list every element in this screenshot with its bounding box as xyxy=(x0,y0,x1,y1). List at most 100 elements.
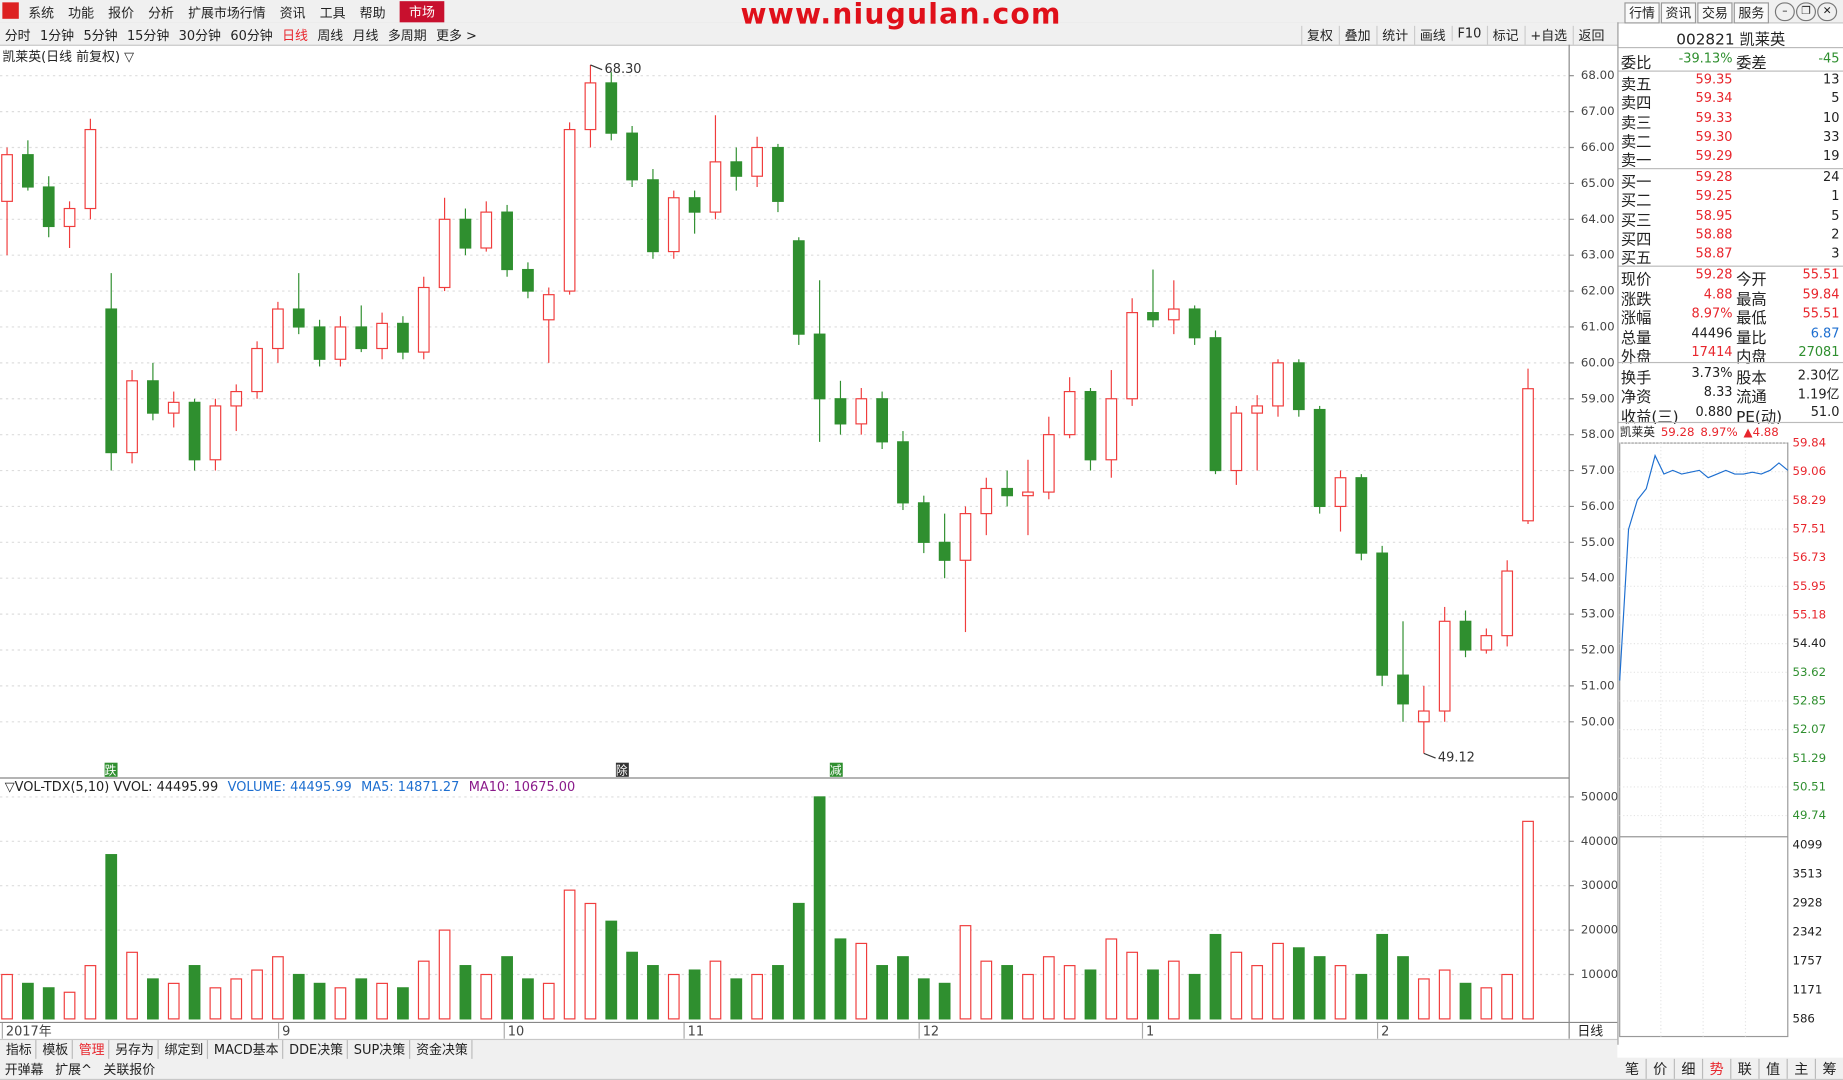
period-tab[interactable]: 周线 xyxy=(317,28,344,44)
volume-bar xyxy=(897,956,909,1020)
mini-header: 凯莱英 xyxy=(1620,425,1656,439)
candle-body xyxy=(897,441,909,504)
quote-value: 59.35 xyxy=(1695,71,1733,87)
candle-body xyxy=(1438,620,1451,712)
window-button[interactable]: 资讯 xyxy=(1660,2,1697,24)
tool-button[interactable]: 复权 xyxy=(1301,25,1333,45)
mini-price-label: 56.73 xyxy=(1792,550,1826,564)
tool-button[interactable]: 返回 xyxy=(1572,25,1604,45)
quote-value: 59.29 xyxy=(1695,148,1733,164)
bottom-tab[interactable]: 另存为 xyxy=(112,1040,159,1059)
menu-item[interactable]: 分析 xyxy=(148,5,174,22)
bottom-tab[interactable]: 指标 xyxy=(2,1040,37,1059)
volume-bar xyxy=(1355,973,1368,1020)
period-tab[interactable]: 60分钟 xyxy=(230,28,273,44)
menu-item[interactable]: 帮助 xyxy=(359,5,386,22)
mini-tab[interactable]: 值 xyxy=(1760,1058,1788,1079)
separator xyxy=(1618,265,1843,267)
period-tab[interactable]: 15分钟 xyxy=(126,28,170,44)
menu-item[interactable]: 工具 xyxy=(319,5,346,22)
candle-body xyxy=(438,218,451,289)
mini-tab[interactable]: 联 xyxy=(1731,1058,1760,1079)
candle-body xyxy=(22,154,34,188)
period-tab[interactable]: 日线 xyxy=(282,28,308,44)
menu-item[interactable]: 系统 xyxy=(28,5,55,22)
period-tab[interactable]: 30分钟 xyxy=(178,28,221,44)
mini-price-label: 52.07 xyxy=(1792,722,1826,736)
volume-bar xyxy=(63,991,76,1020)
bottom-tab[interactable]: 资金决策 xyxy=(413,1040,473,1059)
mini-tab[interactable]: 细 xyxy=(1675,1058,1704,1079)
quote-value: 5 xyxy=(1831,90,1840,107)
status-item[interactable]: 扩展^ xyxy=(55,1062,92,1078)
candle-body xyxy=(397,322,409,353)
bottom-tab[interactable]: 模板 xyxy=(39,1040,73,1059)
mini-tab[interactable]: 价 xyxy=(1647,1058,1675,1079)
menu-item[interactable]: 扩展市场行情 xyxy=(188,5,266,22)
quote-label: 流通 xyxy=(1736,388,1767,407)
separator xyxy=(1618,421,1843,424)
volume-bar xyxy=(1292,947,1305,1020)
menu-item[interactable]: 报价 xyxy=(108,5,134,22)
period-tab[interactable]: 月线 xyxy=(352,28,379,44)
window-control[interactable]: ✕ xyxy=(1817,2,1838,22)
quote-value: 59.84 xyxy=(1802,286,1840,302)
quote-value: 58.95 xyxy=(1695,207,1733,223)
status-item[interactable]: 开弹幕 xyxy=(4,1062,44,1078)
period-tab[interactable]: 分时 xyxy=(4,28,31,44)
status-item[interactable]: 关联报价 xyxy=(103,1062,156,1078)
quote-label: 今开 xyxy=(1736,271,1767,290)
menu-item[interactable]: 功能 xyxy=(68,5,95,22)
candle-body xyxy=(1,154,13,202)
y-tick-label: 10000 xyxy=(1581,967,1617,981)
mini-tab[interactable]: 势 xyxy=(1703,1058,1732,1079)
y-tick-label: 63.00 xyxy=(1581,248,1615,262)
window-button[interactable]: 行情 xyxy=(1624,2,1660,24)
bottom-tab[interactable]: MACD基本 xyxy=(210,1040,284,1059)
tool-button[interactable]: 画线 xyxy=(1414,25,1446,45)
mini-tab[interactable]: 主 xyxy=(1788,1058,1816,1079)
quote-value: 27081 xyxy=(1798,344,1840,360)
candle-body xyxy=(1292,362,1305,411)
mini-tab[interactable]: 筹 xyxy=(1816,1059,1843,1079)
period-tab[interactable]: 5分钟 xyxy=(83,28,118,44)
volume-bar xyxy=(147,978,159,1020)
tool-button[interactable]: 叠加 xyxy=(1338,25,1371,45)
bottom-tab[interactable]: 绑定到 xyxy=(161,1040,209,1059)
candle-body xyxy=(730,161,743,177)
period-tab[interactable]: 更多 > xyxy=(436,28,477,44)
bottom-tab[interactable]: 管理 xyxy=(75,1040,110,1059)
window-control[interactable]: – xyxy=(1774,2,1795,22)
tool-button[interactable]: 统计 xyxy=(1376,25,1408,45)
period-tab[interactable]: 多周期 xyxy=(387,28,427,44)
volume-bar xyxy=(1522,820,1534,1020)
candle-body xyxy=(313,326,326,360)
tool-button[interactable]: +自选 xyxy=(1524,25,1567,45)
volume-bar xyxy=(1417,978,1430,1020)
separator xyxy=(1618,70,1843,72)
volume-bar xyxy=(1501,973,1514,1020)
tool-button[interactable]: 标记 xyxy=(1486,25,1519,45)
quote-label: 卖五 xyxy=(1620,76,1652,95)
volume-bar xyxy=(167,982,180,1020)
period-tab[interactable]: 1分钟 xyxy=(39,28,75,44)
market-tab[interactable]: 市场 xyxy=(399,1,445,23)
volume-header: MA5: 14871.27 xyxy=(361,780,459,795)
window-button[interactable]: 服务 xyxy=(1733,2,1769,24)
min-label: 49.12 xyxy=(1438,751,1475,766)
y-tick-label: 67.00 xyxy=(1581,104,1615,118)
window-button[interactable]: 交易 xyxy=(1697,2,1733,24)
bottom-tab[interactable]: SUP决策 xyxy=(350,1040,410,1059)
y-tick-label: 59.00 xyxy=(1581,391,1615,405)
volume-bar xyxy=(1084,969,1097,1020)
mini-tab[interactable]: 笔 xyxy=(1619,1058,1647,1079)
volume-bar xyxy=(1147,969,1159,1020)
window-control[interactable]: ❐ xyxy=(1796,2,1816,22)
candle-body xyxy=(1376,552,1389,676)
event-label: 除 xyxy=(616,763,628,777)
min-pointer xyxy=(1423,752,1436,759)
bottom-tab[interactable]: DDE决策 xyxy=(286,1040,348,1059)
menu-item[interactable]: 资讯 xyxy=(279,5,306,22)
tool-button[interactable]: F10 xyxy=(1451,25,1481,42)
quote-value: 2 xyxy=(1831,226,1840,242)
